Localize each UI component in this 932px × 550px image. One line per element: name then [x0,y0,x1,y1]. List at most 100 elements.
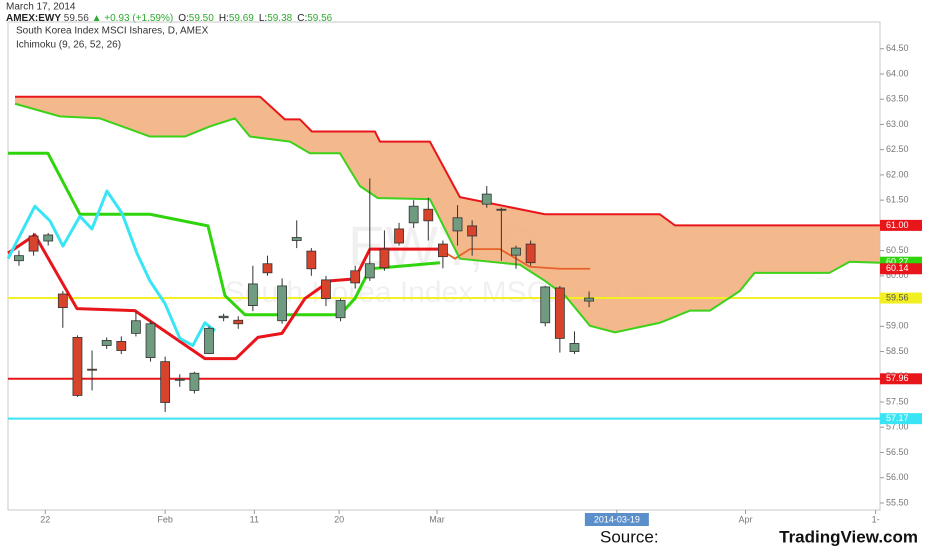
candle-body [277,285,287,322]
candle-body [189,372,200,391]
candle-body [262,263,273,274]
indicator-line [6,189,216,347]
candle-body [14,255,24,262]
last: 59.56 [64,13,89,24]
x-tick-highlight [584,513,649,526]
candle-body [335,300,346,319]
y-tick-label: 62.00 [886,169,909,179]
candle-body [525,243,536,264]
price-label-box [880,256,922,268]
candle-body [452,217,463,232]
price-label-box [880,219,922,231]
price-label-box [880,292,922,304]
chart-title: South Korea Index MSCI Ishares, D, AMEX [16,26,209,37]
candle-body [540,286,551,324]
y-tick-label: 58.50 [886,346,909,356]
candle-body [467,225,478,237]
candle-body [174,378,185,381]
candle-body [350,270,361,284]
indicator: Ichimoku (9, 26, 52, 26) [16,40,121,51]
candle-body [101,340,112,346]
candle-body [481,193,492,205]
price-label: 57.96 [886,373,909,383]
candle-body [87,368,97,371]
candle-body [364,263,375,279]
candle-body [569,343,580,352]
quote-value: 59.38 [267,13,292,24]
y-tick-label: 64.50 [886,43,909,53]
y-tick-label: 61.50 [886,195,909,205]
candle-body [438,243,448,258]
candle-body [160,361,171,403]
y-tick-label: 57.00 [886,422,909,432]
x-tick-label: Feb [157,514,173,524]
price-label: 61.00 [886,220,909,230]
x-tick-label: 11 [250,514,259,524]
arrow: ▲ [92,13,102,24]
price-label-box [880,373,922,385]
y-tick-label: 62.50 [886,144,909,154]
x-tick-label: 1- [872,514,880,524]
quote-key: L: [259,13,267,24]
quote-value: 59.56 [307,13,332,24]
quote-key: O: [178,13,189,24]
quote-line: AMEX:EWY 59.56 ▲ +0.93 (+1.59%) O:59.50 H:… [6,13,333,24]
source-label: Source: [600,527,659,546]
candle-body [379,248,390,269]
candle-body [394,228,404,244]
date: March 17, 2014 [6,2,76,13]
candle-body [43,234,54,242]
y-tick-label: 56.50 [886,447,909,457]
y-tick-label: 63.00 [886,119,909,129]
quote-value: 59.50 [189,13,214,24]
price-label: 57.17 [886,413,909,423]
price-label: 60.14 [886,263,909,273]
candle-body [306,250,317,270]
candle-body [145,323,156,358]
y-tick-label: 60.00 [886,270,909,280]
quote-value: 59.69 [229,13,254,24]
y-tick-label: 63.50 [886,94,909,104]
candle-body [131,320,141,334]
source: TradingView.com [779,527,918,546]
change: +0.93 (+1.59%) [104,13,173,24]
indicator-line [15,95,880,227]
y-tick-label: 57.50 [886,396,909,406]
x-tick-label: Apr [739,514,753,524]
candle-body [233,319,244,325]
candle-body [321,279,331,299]
y-tick-label: 56.00 [886,472,909,482]
candle-body [57,293,68,309]
candle-body [423,208,434,222]
cloud [15,96,880,333]
quote-key: H: [219,13,229,24]
candle-body [584,297,594,302]
candle-body [554,287,565,339]
indicator-line [439,248,590,270]
x-tick-label: 20 [334,514,344,524]
price-label-box [880,263,922,275]
symbol: AMEX:EWY [6,13,61,24]
candle-body [116,341,127,351]
x-tick-label: 22 [40,514,50,524]
x-tick-label: Mar [429,514,445,524]
y-tick-label: 64.00 [886,68,909,78]
y-tick-label: 55.50 [886,497,909,507]
candle-body [218,315,229,319]
y-tick-label: 59.00 [886,321,909,331]
y-tick-label: 60.50 [886,245,909,255]
candle-body [496,208,507,211]
indicator-line [14,102,880,334]
candle-body [28,235,39,252]
x-tick-label: 2014-03-19 [594,514,640,524]
plot: EWY, DSouth Korea Index MSCI Ishares [6,95,880,420]
indicator-line [8,151,441,317]
candle-body [291,237,302,241]
candle-body [511,247,521,256]
candle-body [247,283,258,307]
candle-body [72,337,83,396]
candle-body [204,327,214,354]
